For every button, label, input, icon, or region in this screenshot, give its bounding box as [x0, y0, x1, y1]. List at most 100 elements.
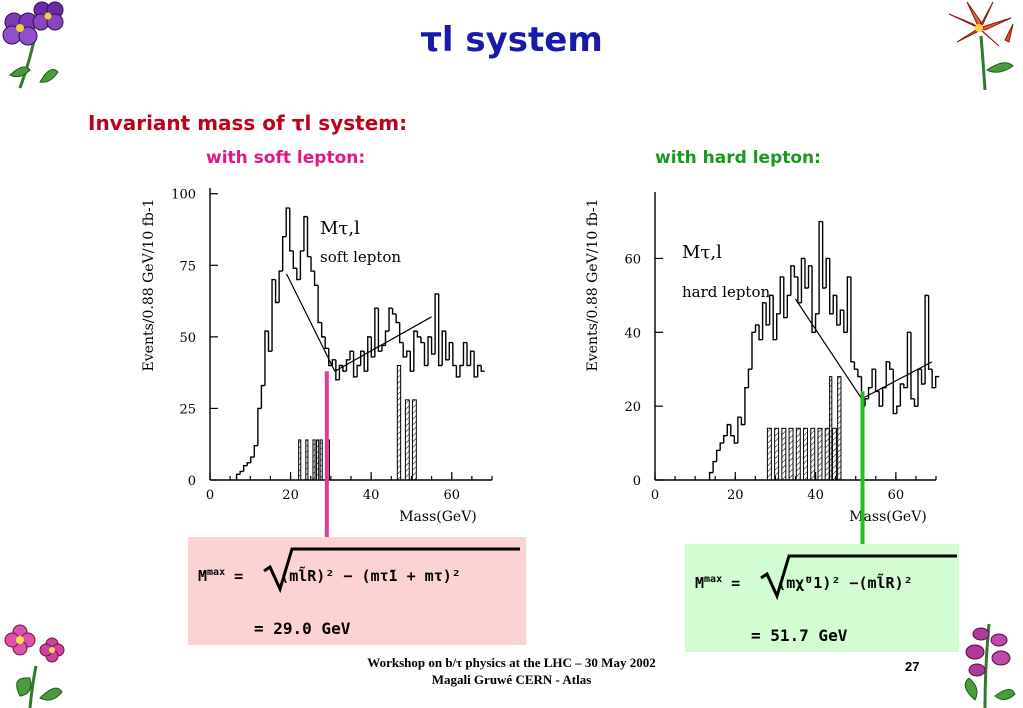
histogram-bin: [466, 342, 471, 367]
histogram-bin: [726, 423, 731, 436]
y-axis-title: Events/0.88 GeV/10 fb-1: [585, 199, 601, 372]
fit-line: [334, 316, 432, 372]
histogram-bin: [292, 250, 297, 269]
histogram-bin: [303, 215, 308, 251]
histogram-bin: [235, 473, 241, 480]
background-bar: [312, 439, 316, 481]
histogram-bin: [459, 364, 464, 377]
footer-line2: Magali Gruwé CERN - Atlas: [431, 672, 592, 687]
x-tick-label: 0: [206, 488, 214, 503]
histogram-bin: [416, 331, 421, 338]
soft-expression: (ml̃R)² − (mτ̃1 + mτ)²: [280, 567, 461, 585]
fit-line: [861, 361, 933, 400]
histogram-bin: [836, 295, 841, 326]
soft-formula: Mmax = (ml̃R)² − (mτ̃1 + mτ)²: [198, 567, 461, 585]
hard-lepton-histogram: 0 20 40 60 0 20 40 60 Mass(GeV) Events/0.88 GeV/1…: [585, 192, 940, 545]
histogram-bin: [257, 407, 262, 446]
background-bar: [795, 427, 801, 481]
background-bar: [316, 439, 320, 481]
histogram-bin: [761, 302, 767, 340]
section-heading: Invariant mass of τl system:: [88, 111, 408, 135]
histogram-bin: [751, 331, 756, 370]
histogram-bin: [737, 416, 742, 444]
hard-plot-label-line1: Mτ,l: [682, 242, 722, 263]
page-number: 27: [905, 659, 920, 674]
pink-flower-icon: [4, 624, 65, 708]
histogram-bin: [779, 276, 784, 314]
histogram-bin: [920, 369, 926, 385]
histogram-bin: [853, 361, 858, 370]
histogram-bin: [409, 351, 414, 372]
histogram-bin: [874, 369, 880, 393]
hard-formula-box: Mmax = (mχ̃⁰1)² −(ml̃R)² = 51.7 GeV: [685, 544, 959, 652]
histogram-bin: [374, 307, 379, 357]
histogram-bin: [306, 216, 312, 258]
foxglove-flower-icon: [964, 623, 1016, 708]
histogram-bin: [296, 268, 301, 281]
histogram-bin: [420, 336, 425, 344]
sqrt-sign-icon: [760, 554, 957, 600]
x-axis-title: Mass(GeV): [849, 509, 927, 525]
histogram-bin: [377, 308, 382, 352]
lily-flower-icon: [948, 1, 1014, 91]
histogram-bin: [934, 375, 940, 388]
soft-formula-box: Mmax = (ml̃R)² − (mτ̃1 + mτ)² = 29.0 GeV: [188, 537, 526, 645]
histogram-bin: [434, 293, 439, 355]
histogram-bin: [398, 322, 404, 344]
histogram-bin: [406, 350, 411, 357]
y-tick-label: 40: [624, 326, 641, 341]
histogram-bin: [388, 307, 393, 332]
histogram-bin: [274, 279, 280, 304]
histogram-bin: [285, 207, 290, 237]
y-axis-title: Events/0.88 GeV/10 fb-1: [141, 199, 157, 372]
x-tick-label: 60: [888, 488, 905, 503]
histogram-bin: [832, 294, 837, 314]
histogram-bin: [445, 331, 450, 361]
background-bar: [810, 427, 816, 481]
histogram-bin: [391, 308, 397, 315]
histogram-bin: [430, 336, 436, 355]
histogram-bin: [829, 258, 834, 315]
histogram-bin: [342, 365, 347, 372]
histogram-bin: [740, 417, 745, 426]
histogram-bin: [317, 285, 322, 324]
hard-plot-label-line2: hard lepton: [682, 283, 770, 301]
histogram-bin: [889, 361, 894, 370]
background-bar: [817, 427, 823, 481]
histogram-bin: [310, 256, 315, 272]
background-bar: [803, 427, 809, 481]
soft-lhs-sup: max: [207, 567, 226, 578]
histogram-bin: [719, 442, 724, 451]
histogram-bin: [846, 276, 851, 333]
histogram-bin: [754, 324, 760, 333]
background-bar: [829, 376, 833, 481]
x-axis-title: Mass(GeV): [399, 509, 477, 525]
histogram-bin: [242, 464, 248, 472]
histogram-bin: [239, 470, 244, 475]
histogram-bin: [924, 294, 929, 384]
histogram-bin: [800, 257, 805, 303]
histogram-bin: [811, 265, 816, 334]
histogram-bin: [250, 456, 255, 463]
histogram-bin: [437, 293, 443, 367]
slide-title: τl system: [420, 20, 603, 60]
background-bar: [788, 427, 794, 481]
background-bar: [305, 439, 309, 481]
hard-lhs: M: [695, 574, 705, 592]
histogram-bin: [352, 351, 358, 378]
histogram-bin: [289, 208, 294, 252]
histogram-bin: [260, 384, 265, 409]
histogram-bin: [712, 460, 717, 473]
histogram-bin: [328, 348, 333, 367]
histogram-bin: [264, 330, 269, 386]
histogram-bin: [324, 336, 329, 350]
histogram-bin: [768, 294, 774, 325]
histogram-bin: [480, 365, 485, 372]
histogram-bin: [783, 276, 788, 319]
histogram-bin: [363, 351, 368, 372]
x-tick-label: 20: [727, 488, 744, 503]
soft-plot-label-line2: soft lepton: [320, 248, 401, 266]
histogram-bin: [320, 322, 326, 338]
footer-line1: Workshop on b/τ physics at the LHC – 30 …: [367, 655, 656, 670]
